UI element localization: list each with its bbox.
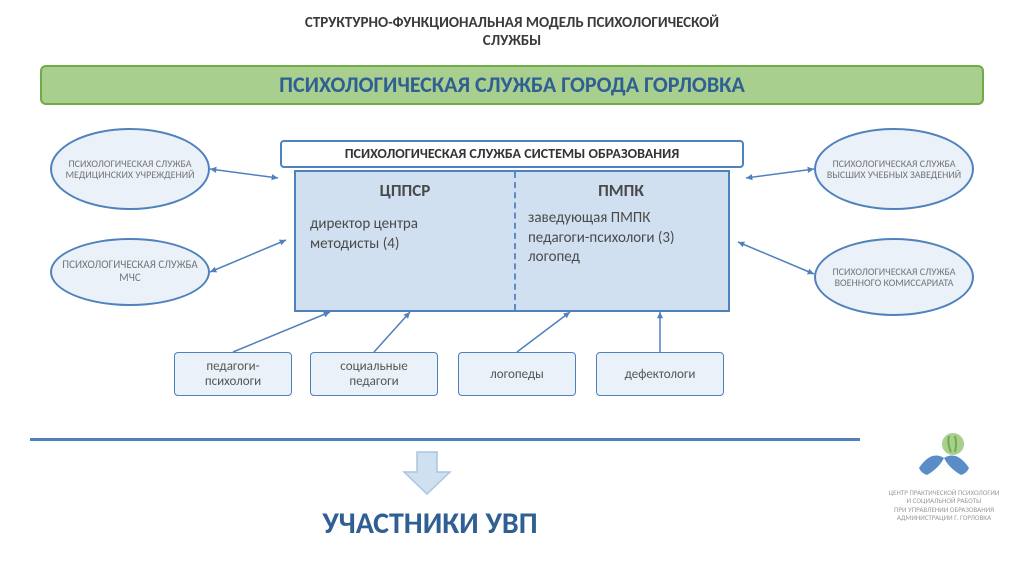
main-banner: ПСИХОЛОГИЧЕСКАЯ СЛУЖБА ГОРОДА ГОРЛОВКА bbox=[40, 65, 984, 105]
logo-icon bbox=[909, 430, 979, 485]
connector-3 bbox=[730, 234, 822, 282]
connector-1 bbox=[202, 232, 294, 280]
center-block: ПСИХОЛОГИЧЕСКАЯ СЛУЖБА СИСТЕМЫ ОБРАЗОВАН… bbox=[280, 140, 744, 312]
ellipse-node-1: ПСИХОЛОГИЧЕСКАЯ СЛУЖБА МЧС bbox=[50, 238, 210, 306]
down-arrow-icon bbox=[400, 450, 454, 496]
connector-4 bbox=[225, 304, 338, 360]
separator-line bbox=[30, 438, 860, 441]
ellipse-node-3: ПСИХОЛОГИЧЕСКАЯ СЛУЖБА ВОЕННОГО КОМИССАР… bbox=[814, 238, 974, 316]
col-left-l1: директор центра bbox=[310, 215, 500, 235]
banner-text: ПСИХОЛОГИЧЕСКАЯ СЛУЖБА ГОРОДА ГОРЛОВКА bbox=[279, 67, 745, 103]
connector-5 bbox=[366, 304, 418, 360]
connector-7 bbox=[652, 304, 668, 360]
center-col-left: ЦППСР директор центра методисты (4) bbox=[296, 172, 514, 310]
col-right-l1: заведующая ПМПК bbox=[528, 209, 714, 229]
footer-l4: АДМИНИСТРАЦИИ Г. ГОРЛОВКА bbox=[874, 514, 1014, 522]
connector-2 bbox=[738, 161, 822, 186]
center-col-right: ПМПК заведующая ПМПК педагоги-психологи … bbox=[514, 172, 728, 310]
col-left-l2: методисты (4) bbox=[310, 235, 500, 255]
ellipse-node-0: ПСИХОЛОГИЧЕСКАЯ СЛУЖБА МЕДИЦИНСКИХ УЧРЕЖ… bbox=[50, 128, 210, 210]
connector-6 bbox=[509, 304, 578, 360]
page-title: СТРУКТУРНО-ФУНКЦИОНАЛЬНАЯ МОДЕЛЬ ПСИХОЛО… bbox=[0, 0, 1024, 50]
title-line2: СЛУЖБЫ bbox=[0, 32, 1024, 50]
col-right-l3: логопед bbox=[528, 248, 714, 268]
center-body: ЦППСР директор центра методисты (4) ПМПК… bbox=[294, 170, 730, 312]
ellipse-node-2: ПСИХОЛОГИЧЕСКАЯ СЛУЖБА ВЫСШИХ УЧЕБНЫХ ЗА… bbox=[814, 128, 974, 210]
center-header-text: ПСИХОЛОГИЧЕСКАЯ СЛУЖБА СИСТЕМЫ ОБРАЗОВАН… bbox=[345, 145, 680, 162]
col-left-title: ЦППСР bbox=[310, 180, 500, 201]
col-right-l2: педагоги-психологи (3) bbox=[528, 229, 714, 249]
col-right-title: ПМПК bbox=[528, 180, 714, 201]
title-line1: СТРУКТУРНО-ФУНКЦИОНАЛЬНАЯ МОДЕЛЬ ПСИХОЛО… bbox=[0, 14, 1024, 32]
connector-0 bbox=[202, 161, 286, 186]
center-header: ПСИХОЛОГИЧЕСКАЯ СЛУЖБА СИСТЕМЫ ОБРАЗОВАН… bbox=[280, 140, 744, 168]
bottom-title: УЧАСТНИКИ УВП bbox=[0, 505, 860, 542]
footer-logo: ЦЕНТР ПРАКТИЧЕСКОЙ ПСИХОЛОГИИ И СОЦИАЛЬН… bbox=[874, 430, 1014, 523]
